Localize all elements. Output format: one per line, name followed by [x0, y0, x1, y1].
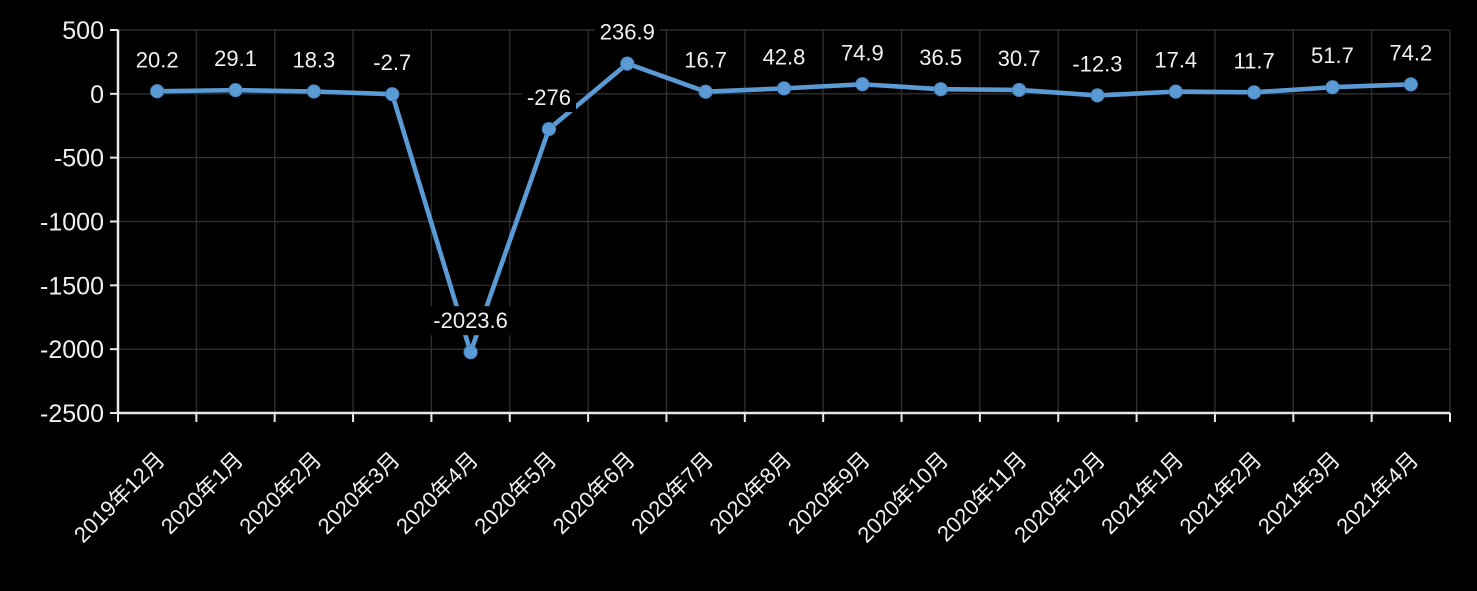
data-label-background [757, 42, 811, 72]
data-point-marker [541, 121, 557, 137]
y-axis-label: 500 [62, 17, 104, 45]
data-label: -2023.6 [433, 308, 508, 333]
data-point-marker [1403, 77, 1418, 92]
data-point-marker [855, 77, 870, 92]
data-label: 29.1 [214, 46, 257, 71]
y-axis-label: -1500 [40, 272, 104, 300]
data-label-background [1384, 38, 1438, 68]
data-point-marker [1090, 88, 1105, 103]
data-label-background [1067, 49, 1128, 79]
y-axis-label: 0 [90, 81, 104, 109]
data-point-marker [933, 82, 948, 97]
data-point-marker [306, 84, 321, 99]
data-point-marker [698, 84, 713, 99]
data-label-background [992, 43, 1046, 73]
data-label-background [1306, 41, 1359, 71]
data-label-background [914, 43, 968, 73]
data-label: 11.7 [1234, 48, 1275, 73]
data-label-background [428, 306, 513, 336]
data-label-background [1228, 46, 1280, 76]
data-label-background [1149, 45, 1203, 75]
data-label: 42.8 [763, 44, 806, 69]
data-label-background [130, 45, 184, 75]
data-label: 16.7 [684, 48, 727, 73]
data-label-background [835, 38, 889, 68]
data-label: -2.7 [373, 50, 411, 75]
data-label-background [209, 44, 262, 74]
y-axis-label: -1000 [40, 209, 104, 237]
data-label: 20.2 [136, 47, 179, 72]
data-label: 51.7 [1311, 43, 1354, 68]
data-label: 30.7 [998, 46, 1041, 71]
data-point-marker [228, 83, 243, 98]
data-label-background [679, 45, 733, 75]
data-label: -276 [527, 85, 571, 110]
data-label-background [594, 17, 660, 47]
data-point-marker [1247, 85, 1262, 100]
y-axis-label: -2500 [40, 400, 104, 428]
data-label: 17.4 [1154, 48, 1197, 73]
data-label-background [368, 48, 417, 78]
y-axis-label: -500 [54, 145, 104, 173]
data-point-marker [385, 87, 400, 102]
y-axis-label: -2000 [40, 336, 104, 364]
data-label: 74.2 [1389, 40, 1432, 65]
data-point-marker [150, 84, 165, 99]
data-label: 18.3 [292, 47, 335, 72]
data-label: -12.3 [1072, 51, 1122, 76]
data-point-marker [1325, 80, 1340, 95]
data-label: 74.9 [841, 40, 884, 65]
data-label: 236.9 [600, 20, 655, 45]
data-point-marker [620, 56, 635, 71]
data-label: 36.5 [919, 45, 962, 70]
data-label-background [287, 45, 341, 75]
data-label-background [521, 83, 576, 113]
data-point-marker [776, 81, 792, 96]
data-point-marker [463, 345, 478, 360]
data-point-marker [1011, 82, 1027, 98]
data-point-marker [1168, 84, 1183, 99]
